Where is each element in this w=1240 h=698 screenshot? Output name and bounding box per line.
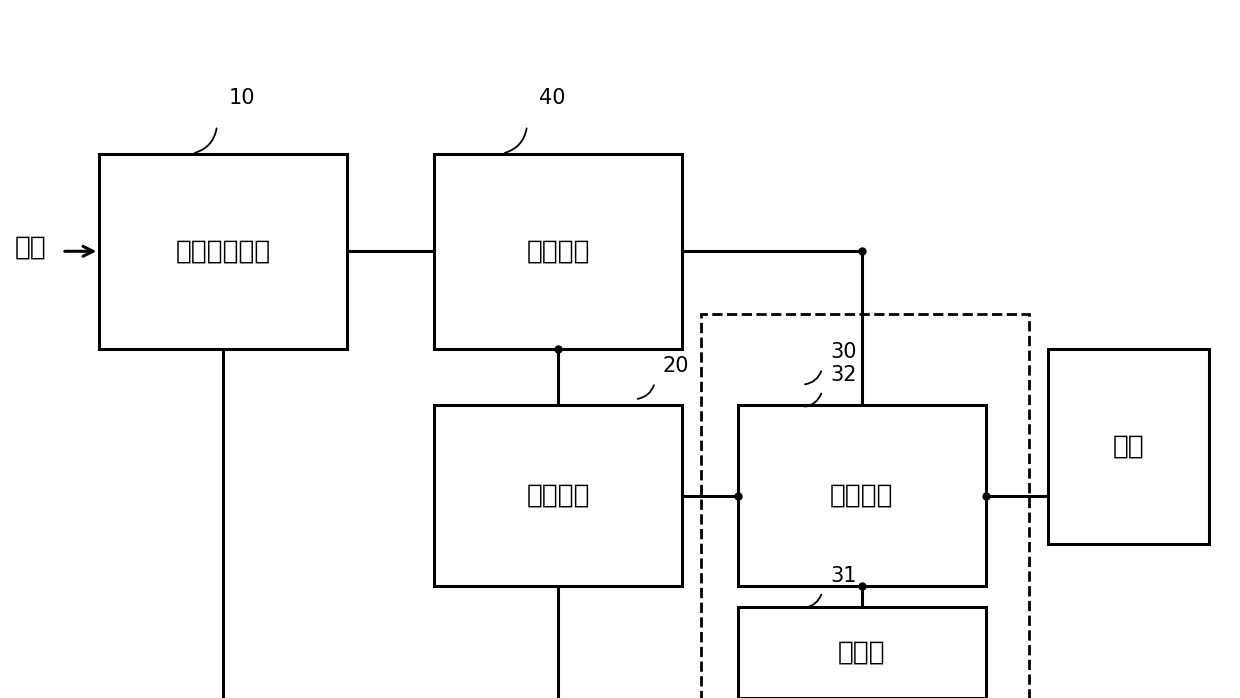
Text: 40: 40 [538, 88, 565, 107]
Text: 开关装置: 开关装置 [830, 482, 894, 509]
Text: 储能器件: 储能器件 [526, 482, 590, 509]
Bar [738, 405, 986, 586]
Bar [99, 154, 347, 349]
Bar [434, 405, 682, 586]
Bar [738, 607, 986, 698]
Text: 32: 32 [830, 365, 857, 385]
Text: 31: 31 [830, 566, 857, 586]
Text: 水流: 水流 [15, 235, 47, 261]
Bar [434, 154, 682, 349]
Bar [701, 314, 1029, 698]
Text: 控制器: 控制器 [838, 639, 885, 666]
Text: 负载: 负载 [1112, 433, 1145, 460]
Text: 稳压装置: 稳压装置 [526, 238, 590, 265]
Bar [1048, 349, 1209, 544]
Text: 10: 10 [228, 88, 255, 107]
Text: 30: 30 [830, 343, 857, 362]
Text: 水轮发电装置: 水轮发电装置 [176, 238, 270, 265]
Text: 20: 20 [662, 357, 689, 376]
